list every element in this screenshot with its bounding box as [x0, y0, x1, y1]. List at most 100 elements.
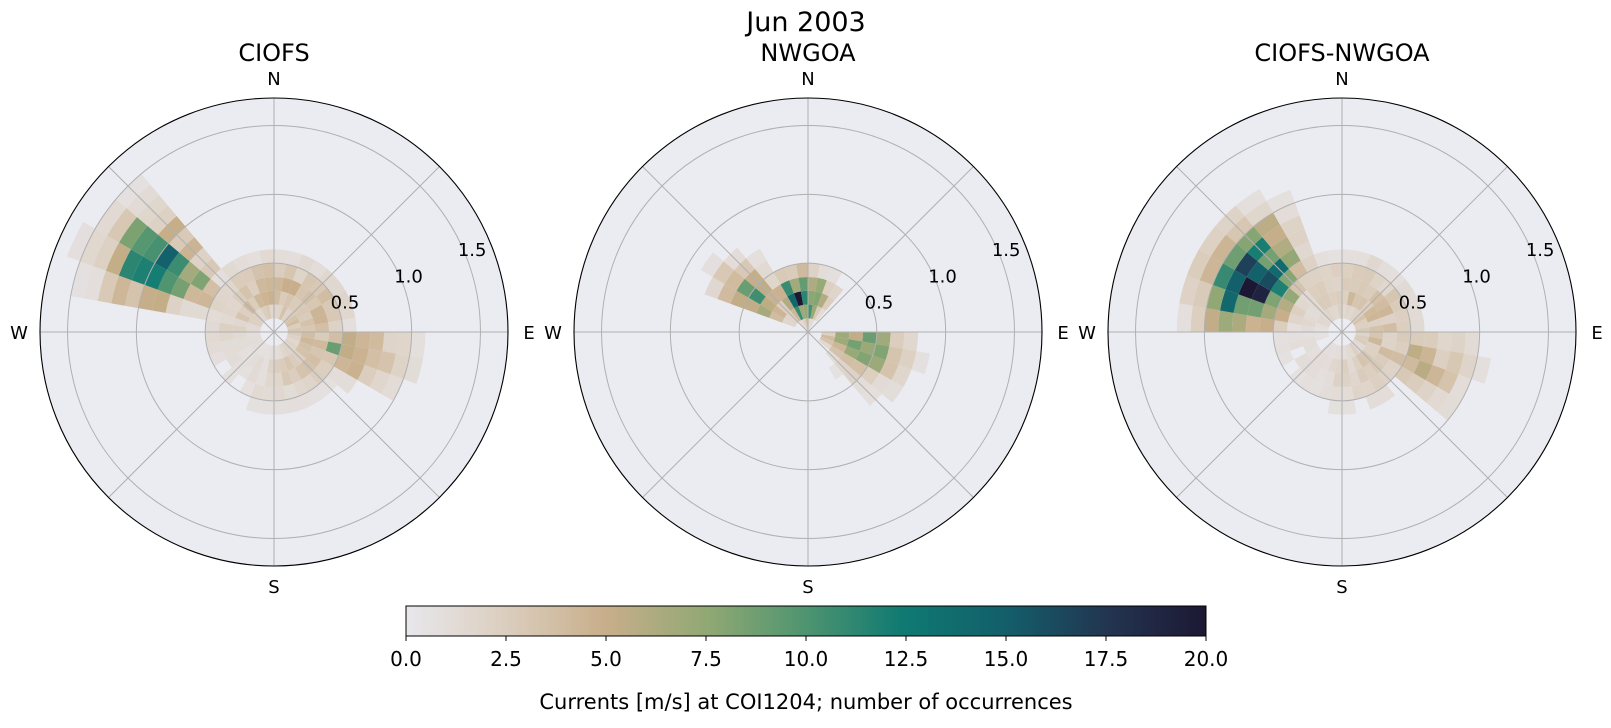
rose-bin	[1315, 353, 1329, 368]
rose-bin	[84, 266, 106, 301]
rose-bin	[796, 263, 808, 278]
rose-bin	[1206, 284, 1226, 311]
rose-bin	[131, 256, 155, 285]
rose-bin	[205, 332, 220, 344]
rose-bin	[763, 272, 781, 290]
rose-bin	[284, 338, 298, 350]
rose-bin	[780, 280, 794, 297]
rose-bin	[326, 278, 346, 298]
rose-bin	[1273, 332, 1288, 344]
rose-bin	[235, 311, 251, 323]
rose-bin	[312, 313, 329, 325]
rose-bin	[1351, 383, 1366, 400]
rose-bin	[1436, 332, 1453, 352]
rose-bin	[1280, 215, 1305, 237]
rose-bin	[232, 324, 247, 332]
rose-bin	[1348, 342, 1360, 356]
rose-bin	[264, 372, 274, 388]
rose-bin	[274, 263, 286, 278]
rose-bin	[1409, 317, 1425, 332]
rose-bin	[1369, 332, 1384, 340]
rose-bin	[1406, 343, 1424, 361]
rose-bin	[369, 369, 391, 394]
rose-bin	[1373, 352, 1390, 368]
rose-bin	[1301, 317, 1317, 328]
rose-bin	[278, 291, 289, 307]
rose-bin	[255, 370, 267, 387]
colorbar-bar	[405, 605, 1207, 637]
rose-bin	[1262, 224, 1287, 248]
rose-bin	[1313, 250, 1331, 268]
rose-bin	[232, 254, 251, 273]
rose-bin	[1282, 287, 1300, 305]
rose-bin	[1352, 314, 1366, 326]
rose-bin	[226, 296, 243, 312]
rose-bin	[283, 355, 295, 371]
rose-bin	[1186, 249, 1211, 281]
polar-frame	[1107, 97, 1577, 567]
compass-label-east: E	[523, 323, 534, 344]
rose-bin	[218, 322, 234, 332]
rose-bin	[1409, 332, 1425, 347]
rose-bin	[1355, 353, 1369, 368]
rose-bin	[297, 311, 313, 323]
rose-bin	[1210, 234, 1237, 264]
rose-bin	[911, 351, 931, 375]
rose-bin	[1353, 318, 1368, 328]
rose-bin	[1396, 332, 1411, 344]
rose-bin	[250, 383, 265, 400]
rose-bin	[1353, 336, 1368, 346]
rose-bin	[260, 306, 270, 321]
rose-bin	[238, 363, 254, 380]
rose-bin	[250, 314, 264, 326]
rose-bin	[235, 341, 251, 353]
rose-bin	[1270, 278, 1290, 298]
rose-bin	[1337, 304, 1342, 319]
rose-bin	[299, 317, 315, 328]
rose-bin	[325, 308, 342, 323]
rose-bin	[246, 332, 261, 337]
rose-bin	[808, 304, 813, 319]
rose-bin	[1413, 360, 1433, 381]
rose-bin	[381, 374, 404, 401]
rose-bin	[1315, 296, 1329, 311]
compass-label-north: N	[1335, 69, 1348, 90]
rose-bin	[1363, 305, 1378, 319]
rose-bin	[308, 260, 328, 280]
rose-bin	[772, 305, 787, 319]
rose-bin	[97, 270, 119, 304]
rose-bin	[1423, 332, 1439, 349]
rose-bin	[808, 263, 820, 278]
rose-bin	[1303, 311, 1319, 323]
rose-bin	[1342, 290, 1350, 305]
rose-bin	[246, 280, 260, 297]
compass-label-north: N	[267, 69, 280, 90]
rose-bin	[301, 272, 319, 290]
rose-bin	[1238, 276, 1259, 300]
rose-bin	[1246, 261, 1269, 284]
polar-panel-1: 0.5 1.0 1.5 N E S W CIOFS	[10, 39, 535, 598]
rose-bin	[1346, 357, 1357, 373]
radial-tick-label: 1.5	[1526, 240, 1555, 261]
rose-bin	[377, 351, 397, 375]
rose-bin	[1323, 370, 1335, 387]
rose-bin	[246, 327, 261, 332]
rose-bin	[1419, 346, 1437, 365]
rose-bin	[1351, 264, 1366, 281]
rose-bin	[1389, 350, 1407, 367]
rose-bin	[107, 208, 137, 243]
rose-bin	[1286, 322, 1302, 332]
rose-bin	[1286, 332, 1302, 342]
rose-bin	[1300, 324, 1315, 332]
rose-bin	[1415, 380, 1438, 403]
compass-label-north: N	[801, 69, 814, 90]
rose-bin	[238, 284, 254, 301]
rose-bin	[288, 367, 302, 384]
rose-bin	[898, 348, 917, 370]
rose-bin	[351, 346, 369, 365]
rose-bin	[151, 289, 171, 313]
rose-bin	[274, 359, 282, 374]
rose-bin	[308, 384, 328, 404]
rose-bin	[831, 341, 847, 353]
radial-tick-label: 0.5	[331, 293, 360, 314]
